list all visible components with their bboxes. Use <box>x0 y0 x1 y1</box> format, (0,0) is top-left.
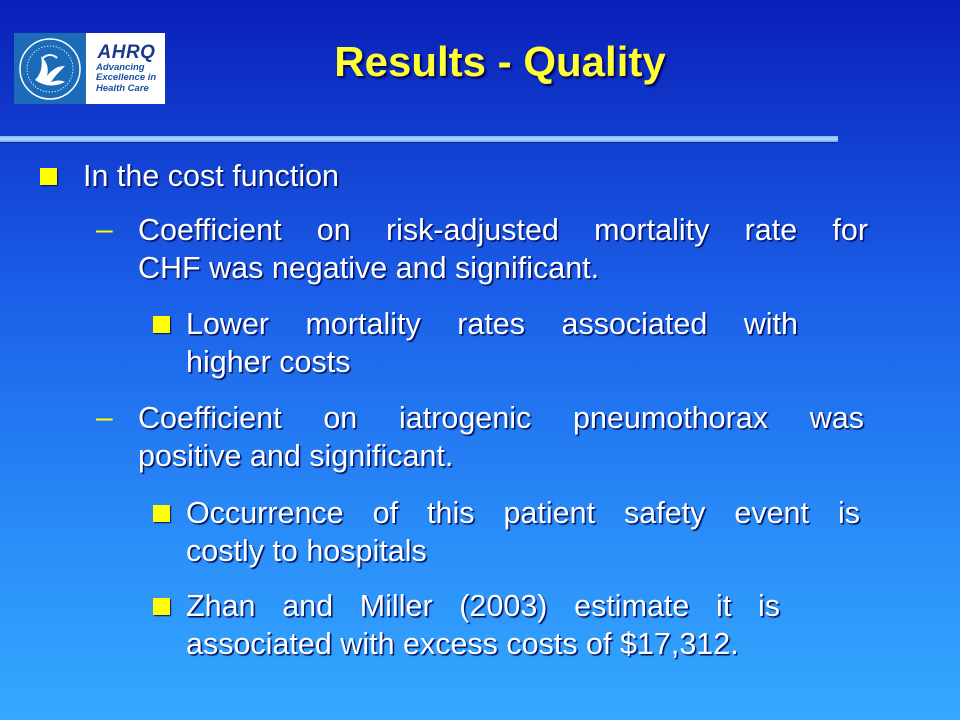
title-divider <box>0 136 838 142</box>
eagle-icon <box>19 37 81 100</box>
slide-title: Results - Quality <box>334 38 666 85</box>
sub1-line2: CHF was negative and significant. <box>138 251 600 285</box>
dash-bullet-icon: – <box>96 401 113 434</box>
sub2-bullet1-line2: costly to hospitals <box>186 534 427 568</box>
bullet-level1-text: In the cost function <box>83 159 340 193</box>
ahrq-tagline-1: Advancing <box>96 61 145 73</box>
sub2-line2: positive and significant. <box>138 439 454 473</box>
sub1-bullet1-line2: higher costs <box>186 345 351 379</box>
sub2-bullet2-line1: Zhan and Miller (2003) estimate it is <box>186 589 780 623</box>
square-bullet-icon <box>153 505 170 522</box>
square-bullet-icon <box>153 316 170 333</box>
ahrq-tagline-2: Excellence in <box>96 72 157 84</box>
logo-box: AHRQ Advancing Excellence in Health Care <box>14 33 165 104</box>
sub2-line1: Coefficient on iatrogenic pneumothorax w… <box>138 401 864 435</box>
ahrq-wordmark: AHRQ <box>97 41 156 63</box>
sub1-line1: Coefficient on risk-adjusted mortality r… <box>138 213 868 247</box>
sub1-bullet1-line1: Lower mortality rates associated with <box>186 307 798 341</box>
dash-bullet-icon: – <box>96 213 113 246</box>
ahrq-logo: AHRQ Advancing Excellence in Health Care <box>86 33 165 104</box>
sub2-bullet1-line1: Occurrence of this patient safety event … <box>186 496 860 530</box>
square-bullet-icon <box>40 168 57 185</box>
ahrq-tagline-3: Health Care <box>96 82 149 94</box>
hhs-seal-icon <box>14 33 86 104</box>
sub2-bullet2-line2: associated with excess costs of $17,312. <box>186 627 739 661</box>
square-bullet-icon <box>153 598 170 615</box>
